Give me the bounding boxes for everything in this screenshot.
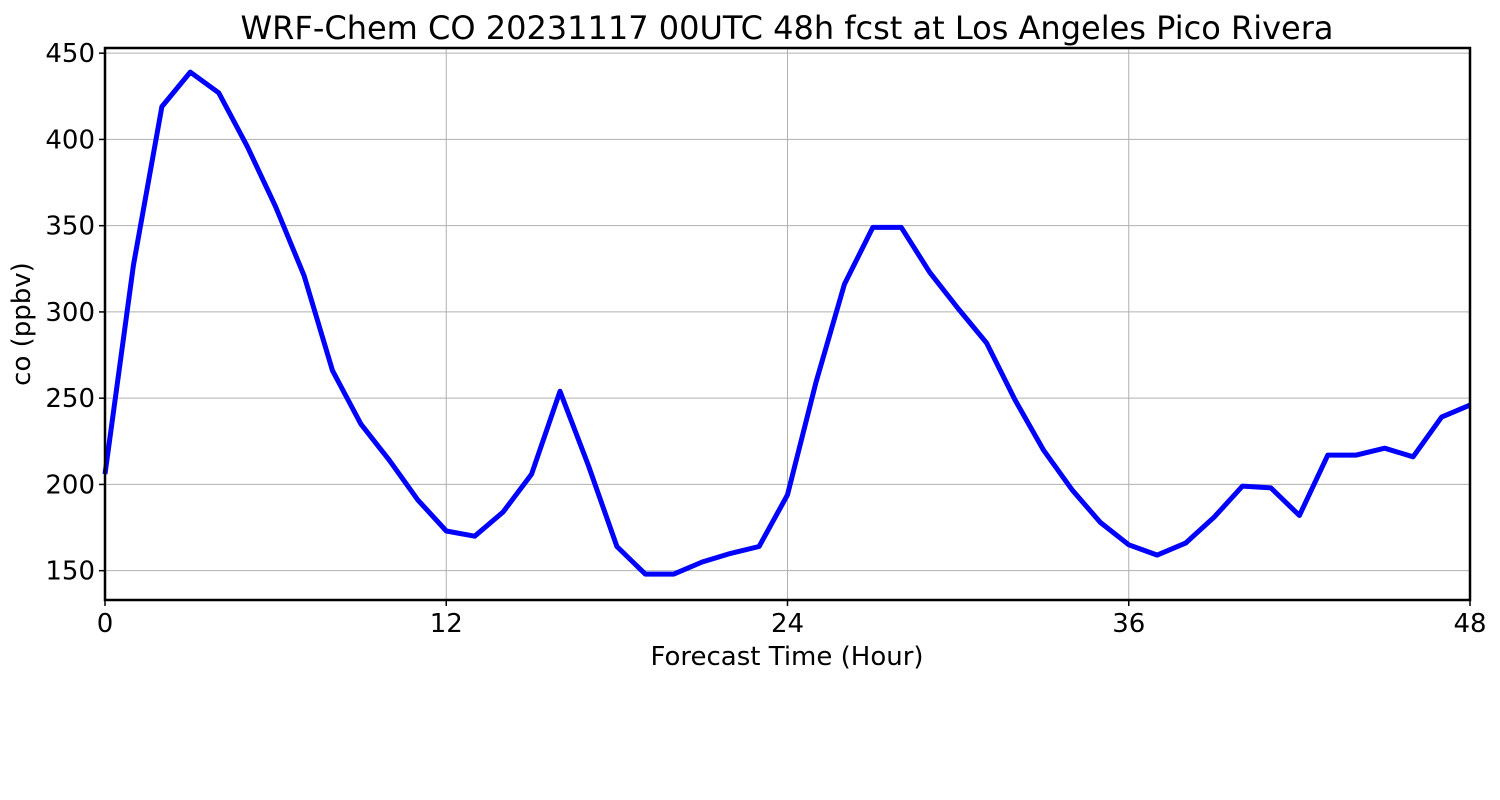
x-tick-label: 0 [97, 609, 114, 639]
y-tick-label: 450 [45, 39, 95, 69]
x-tick-label: 36 [1112, 609, 1145, 639]
y-tick-label: 400 [45, 125, 95, 155]
y-tick-label: 300 [45, 298, 95, 328]
y-axis-label: co (ppbv) [7, 262, 37, 386]
x-axis-ticks: 0 12 24 36 48 [97, 600, 1487, 639]
x-tick-label: 12 [430, 609, 463, 639]
y-axis-ticks: 150 200 250 300 350 400 450 [45, 39, 105, 587]
y-tick-label: 150 [45, 557, 95, 587]
y-tick-label: 200 [45, 470, 95, 500]
series-layer [102, 69, 1471, 577]
y-tick-label: 250 [45, 384, 95, 414]
x-tick-label: 24 [771, 609, 804, 639]
chart-title: WRF-Chem CO 20231117 00UTC 48h fcst at L… [241, 9, 1334, 47]
x-axis-label: Forecast Time (Hour) [650, 642, 923, 672]
x-tick-label: 48 [1453, 609, 1486, 639]
y-tick-label: 350 [45, 212, 95, 242]
